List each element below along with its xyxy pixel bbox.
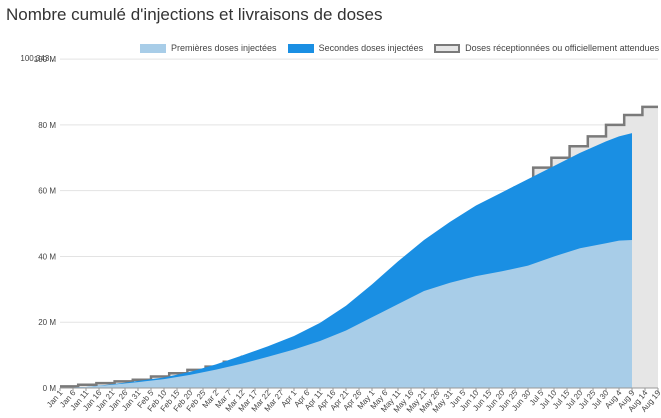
legend-item-received-doses[interactable]: Doses réceptionnées ou officiellement at… xyxy=(434,43,659,53)
series-area-first-doses xyxy=(60,240,632,388)
legend-label-first-doses: Premières doses injectées xyxy=(171,43,277,53)
legend-item-second-doses[interactable]: Secondes doses injectées xyxy=(287,43,424,53)
legend-item-first-doses[interactable]: Premières doses injectées xyxy=(140,43,277,53)
legend-swatch-received-doses xyxy=(434,43,461,53)
y-tick-label: 60 M xyxy=(38,187,56,196)
y-tick-label: 20 M xyxy=(38,318,56,327)
legend-label-received-doses: Doses réceptionnées ou officiellement at… xyxy=(465,43,660,53)
y-tick-label: 80 M xyxy=(38,121,56,130)
legend-swatch-second-doses xyxy=(287,43,314,53)
legend-swatch-first-doses xyxy=(140,43,166,53)
y-tick-label: 0 M xyxy=(43,384,57,393)
legend: Premières doses injectées Secondes doses… xyxy=(140,42,661,54)
y-tick-label: 40 M xyxy=(38,252,56,261)
y-tick-label: 100 M xyxy=(34,55,57,64)
chart-title: Nombre cumulé d'injections et livraisons… xyxy=(6,5,383,24)
legend-label-second-doses: Secondes doses injectées xyxy=(318,43,424,53)
y-tick-label: 100.343... xyxy=(20,54,56,63)
